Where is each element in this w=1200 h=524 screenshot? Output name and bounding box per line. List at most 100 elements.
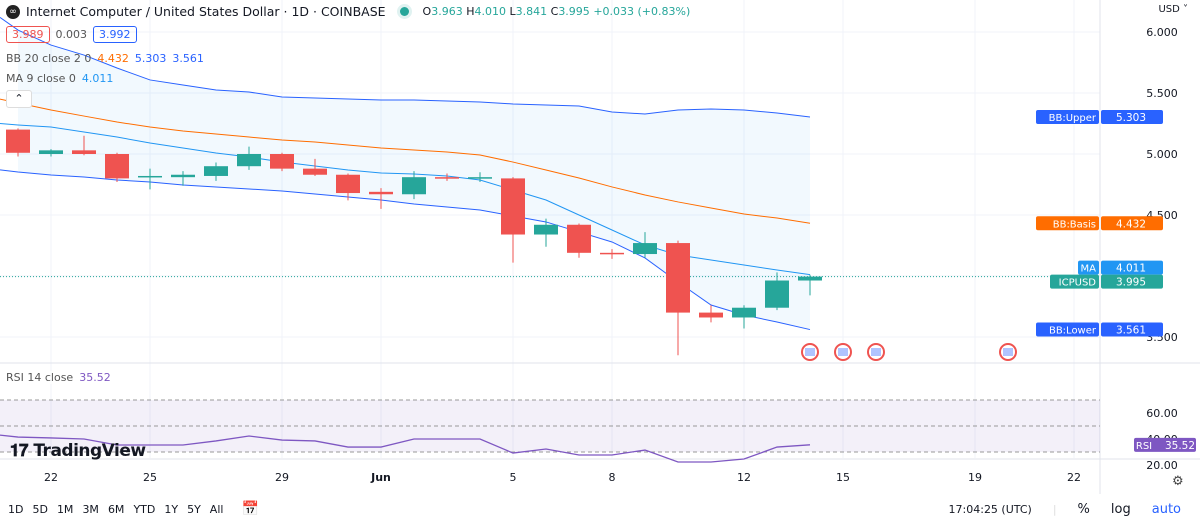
us-flag-icon [838,348,848,356]
candle-body [369,191,393,195]
time-tick: 29 [275,471,289,484]
candle-body [798,276,822,281]
time-tick: 12 [737,471,751,484]
us-flag-icon [871,348,881,356]
price-label-name: ICPUSD [1059,278,1097,289]
collapse-legend-button[interactable]: ⌃ [6,90,32,108]
price-label-value: 3.561 [1116,325,1146,337]
bb-basis-value: 4.432 [97,52,129,65]
range-6m[interactable]: 6M [107,502,125,516]
rsi-tick: 20.00 [1146,459,1178,472]
ma-value: 4.011 [81,72,114,85]
time-tick: 5 [510,471,517,484]
candle-body [303,168,327,175]
candle-body [732,307,756,318]
price-label-box [1101,274,1163,289]
candle-body [600,252,624,255]
bb-legend[interactable]: BB 20 close 2 0 4.432 5.303 3.561 [6,52,204,65]
candle-body [237,154,261,167]
range-3m[interactable]: 3M [82,502,99,516]
price-label-tag [1036,110,1099,125]
range-1m[interactable]: 1M [56,502,74,516]
time-tick: 22 [1067,471,1081,484]
time-tick: 19 [968,471,982,484]
log-toggle[interactable]: log [1110,501,1131,517]
bb-label: BB 20 close 2 0 [6,52,92,65]
candle-body [336,174,360,194]
price-tick: 5.000 [1146,148,1178,161]
rsi-label-name: RSI [1136,441,1152,452]
candle-body [6,129,30,153]
clock[interactable]: 17:04:25 (UTC) [948,502,1032,516]
tradingview-logo[interactable]: 𝟏𝟕 TradingView [10,441,146,461]
price-label-box [1101,322,1163,337]
candle-body [138,175,162,178]
buy-button[interactable]: 3.992 [93,26,137,43]
symbol-legend: ∞ Internet Computer / United States Doll… [6,4,690,19]
calendar-icon[interactable]: 📅 [241,501,259,517]
bottom-toolbar: 1D 5D 1M 3M 6M YTD 1Y 5Y All 📅 17:04:25 (UTC) | … [0,494,1200,524]
range-1y[interactable]: 1Y [164,502,179,516]
rsi-legend[interactable]: RSI 14 close 35.52 [6,371,111,384]
range-5y[interactable]: 5Y [187,502,201,516]
icp-logo-icon: ∞ [6,4,20,19]
time-tick: 25 [143,471,157,484]
price-label-name: BB:Upper [1049,113,1097,124]
price-label-tag [1036,216,1099,231]
candle-body [105,154,129,179]
chart-canvas[interactable]: 6.0005.5005.0004.5003.50060.0040.0020.00… [0,0,1200,494]
price-label-tag [1078,260,1099,275]
percent-toggle[interactable]: % [1077,501,1090,517]
price-label-name: BB:Lower [1049,326,1097,337]
price-tick: 6.000 [1146,26,1178,39]
bid-ask: 3.989 0.003 3.992 [6,26,137,43]
price-label-value: 4.011 [1116,263,1146,275]
bottom-right: 17:04:25 (UTC) | % log auto [948,501,1181,517]
candle-body [765,280,789,308]
price-label-value: 5.303 [1116,112,1146,124]
range-buttons: 1D 5D 1M 3M 6M YTD 1Y 5Y All [8,503,232,516]
price-label-value: 4.432 [1116,218,1146,230]
candle-body [204,166,228,176]
bb-upper-line [0,16,811,118]
candle-body [699,312,723,318]
time-tick: 15 [836,471,850,484]
rsi-tick: 60.00 [1146,407,1178,420]
candle-body [567,224,591,253]
sell-button[interactable]: 3.989 [6,26,50,43]
candle-body [633,243,657,255]
time-tick: Jun [370,471,391,484]
candle-body [171,174,195,178]
auto-toggle[interactable]: auto [1151,501,1181,517]
price-label-box [1101,260,1163,275]
rsi-line [0,434,811,463]
candle-body [435,177,459,179]
ma-label: MA 9 close 0 [6,72,76,85]
price-label-tag [1036,322,1099,337]
symbol-title[interactable]: Internet Computer / United States Dollar… [26,4,386,19]
candle-body [468,177,492,179]
rsi-label-value: 35.52 [1165,440,1195,452]
ma-legend[interactable]: MA 9 close 0 4.011 [6,72,113,85]
price-label-name: BB:Basis [1053,219,1096,230]
currency-select[interactable]: USD ˅ [1158,4,1188,15]
range-5d[interactable]: 5D [32,502,48,516]
candle-body [39,150,63,154]
range-1d[interactable]: 1D [8,502,24,516]
settings-icon[interactable]: ⚙ [1172,474,1184,489]
candle-body [534,224,558,235]
range-ytd[interactable]: YTD [133,502,156,516]
price-label-box [1101,110,1163,125]
price-label-box [1101,216,1163,231]
market-status-icon[interactable] [399,7,409,16]
us-flag-icon [805,348,815,356]
range-all[interactable]: All [209,502,224,516]
price-tick: 5.500 [1146,87,1178,100]
price-label-name: MA [1081,264,1097,275]
rsi-label-box [1134,437,1196,452]
candle-body [666,243,690,313]
candle-body [270,154,294,169]
price-label-tag [1050,274,1099,289]
us-flag-icon [1003,348,1013,356]
bb-lower-value: 3.561 [172,52,204,65]
